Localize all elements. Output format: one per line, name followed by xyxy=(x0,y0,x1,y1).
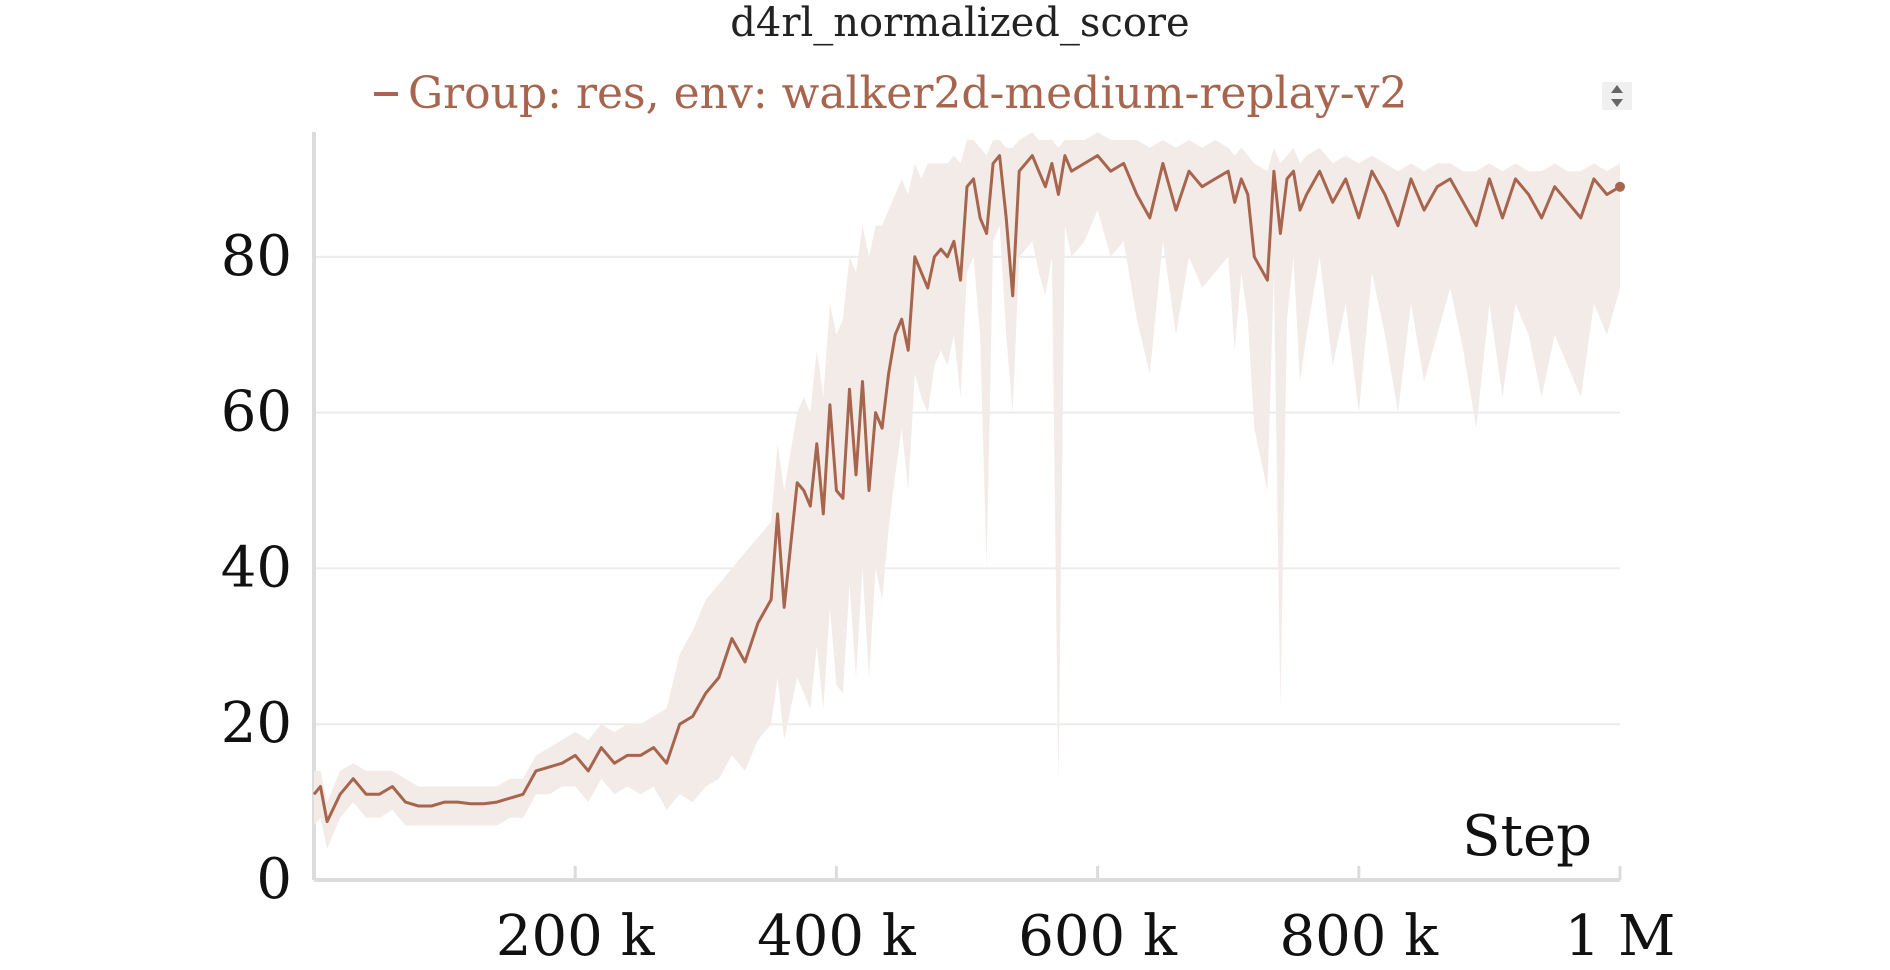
x-axis-label: Step xyxy=(1462,804,1592,869)
x-tick-label-1: 400 k xyxy=(757,904,917,969)
x-axis-ticks: 200 k 400 k 600 k 800 k 1 M xyxy=(496,866,1676,969)
x-tick-label-3: 800 k xyxy=(1279,904,1439,969)
plot-area xyxy=(312,132,1625,849)
x-tick-label-2: 600 k xyxy=(1018,904,1178,969)
legend-scroll-button[interactable] xyxy=(1602,82,1632,110)
axes xyxy=(312,132,1620,882)
y-axis-ticks: 0 20 40 60 80 xyxy=(221,224,292,912)
chevron-down-icon xyxy=(1611,99,1623,107)
chart-title: d4rl_normalized_score xyxy=(730,0,1189,46)
y-tick-label-1: 20 xyxy=(221,691,292,756)
chart-legend: Group: res, env: walker2d-medium-replay-… xyxy=(374,68,1407,119)
legend-label: Group: res, env: walker2d-medium-replay-… xyxy=(408,68,1407,119)
x-tick-label-4: 1 M xyxy=(1565,904,1676,969)
series-end-point xyxy=(1615,181,1625,192)
y-tick-label-2: 40 xyxy=(221,535,292,600)
x-tick-label-0: 200 k xyxy=(496,904,656,969)
y-tick-label-0: 0 xyxy=(256,847,292,912)
y-tick-label-4: 80 xyxy=(221,224,292,289)
series-line xyxy=(312,154,1621,824)
y-tick-label-3: 60 xyxy=(221,380,292,445)
chevron-up-icon xyxy=(1611,85,1623,93)
series-range-band xyxy=(314,132,1620,849)
